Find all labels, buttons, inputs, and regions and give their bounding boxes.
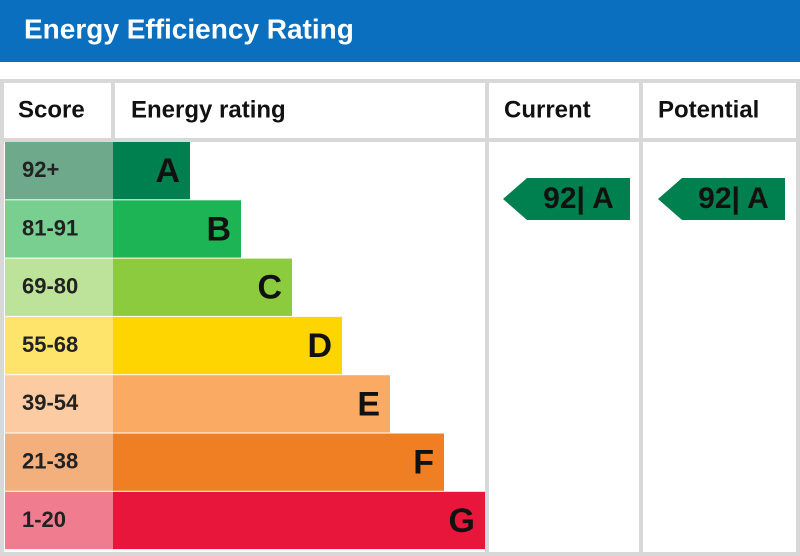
score-cell [5,316,113,375]
column-header: Energy rating [131,96,286,123]
score-label: 21-38 [22,448,78,473]
score-label: 1-20 [22,507,66,532]
rating-bar [113,491,485,550]
rating-arrow-label: 92| A [698,182,769,215]
rating-letter: A [155,152,180,190]
score-cell [5,142,113,200]
score-cell [5,491,113,550]
score-label: 81-91 [22,215,78,240]
rating-letter: B [206,210,231,248]
rating-arrow-label: 92| A [543,182,614,215]
rating-bar [113,316,342,375]
rating-letter: E [357,385,380,423]
header-title: Energy Efficiency Rating [24,13,354,44]
score-label: 69-80 [22,274,78,299]
rating-bar [113,200,241,258]
rating-bar [113,375,390,433]
rating-letter: C [257,269,282,307]
score-label: 55-68 [22,332,78,357]
rating-bar [113,433,444,491]
rating-arrow [503,178,630,220]
score-cell [5,433,113,491]
score-cell [5,258,113,316]
score-cell [5,200,113,258]
column-header: Potential [658,96,759,123]
header-bar [0,0,800,62]
column-header: Current [504,96,591,123]
rating-bar [113,258,292,316]
rating-letter: G [449,502,475,540]
rating-letter: F [413,444,434,482]
column-header: Score [18,96,85,123]
score-label: 92+ [22,157,59,182]
score-cell [5,375,113,433]
rating-arrow [658,178,785,220]
score-label: 39-54 [22,390,79,415]
rating-bar [113,142,190,200]
rating-letter: D [307,327,332,365]
